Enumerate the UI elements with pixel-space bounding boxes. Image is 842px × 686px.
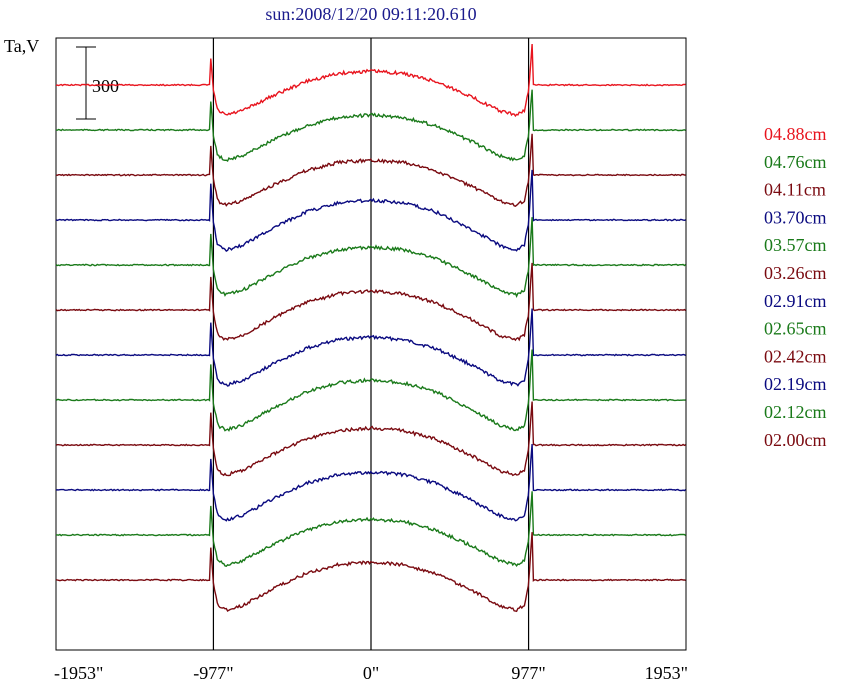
legend-entry: 04.11cm xyxy=(764,180,826,200)
legend: 04.88cm 04.76cm 04.11cm 03.70cm 03.57cm 03.26… xyxy=(764,124,827,450)
legend-entry: 03.26cm xyxy=(764,263,827,283)
series-line-9 xyxy=(55,444,687,522)
series-line-3 xyxy=(55,169,686,253)
series-line-7 xyxy=(55,349,686,432)
scale-bar-label: 300 xyxy=(92,76,119,96)
series-line-10 xyxy=(56,491,687,567)
vertical-markers xyxy=(212,38,530,650)
legend-entry: 02.19cm xyxy=(764,374,827,394)
series-line-4 xyxy=(55,217,687,298)
legend-entry: 02.12cm xyxy=(764,402,827,422)
scale-bar: 300 xyxy=(76,46,119,120)
series-line-0 xyxy=(55,43,686,118)
legend-entry: 02.65cm xyxy=(764,319,827,339)
x-tick-label: 0" xyxy=(363,663,379,683)
legend-entry: 03.70cm xyxy=(764,207,827,227)
legend-entry: 04.88cm xyxy=(764,124,827,144)
x-tick-label: 1953" xyxy=(645,663,688,683)
x-tick-label: 977" xyxy=(511,663,545,683)
series-lines xyxy=(55,43,687,613)
legend-entry: 03.57cm xyxy=(764,235,827,255)
legend-entry: 02.42cm xyxy=(764,346,827,366)
x-tick-label: -977" xyxy=(193,663,233,683)
x-tick-labels: -1953" -977" 0" 977" 1953" xyxy=(54,663,688,683)
legend-entry: 02.91cm xyxy=(764,291,827,311)
x-tick-label: -1953" xyxy=(54,663,103,683)
series-line-1 xyxy=(55,89,686,163)
series-line-8 xyxy=(55,401,686,477)
y-axis-label: Ta,V xyxy=(4,36,39,56)
series-line-2 xyxy=(55,133,686,207)
chart-title: sun:2008/12/20 09:11:20.610 xyxy=(265,4,476,24)
series-line-11 xyxy=(55,532,686,613)
series-line-5 xyxy=(55,262,687,342)
legend-entry: 02.00cm xyxy=(764,430,827,450)
legend-entry: 04.76cm xyxy=(764,152,827,172)
series-line-6 xyxy=(55,308,686,387)
